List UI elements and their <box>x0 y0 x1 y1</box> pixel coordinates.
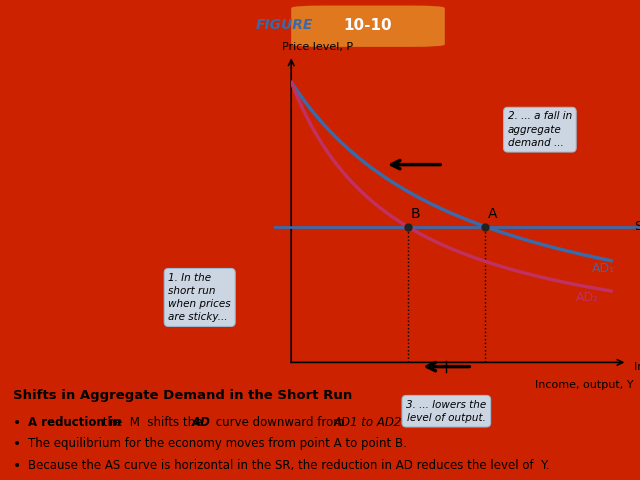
Text: Because the AS curve is horizontal in the SR, the reduction in AD reduces the le: Because the AS curve is horizontal in th… <box>28 459 550 472</box>
Text: •: • <box>13 437 21 452</box>
FancyBboxPatch shape <box>291 6 445 47</box>
Text: 10-10: 10-10 <box>344 18 392 33</box>
Text: AD₂: AD₂ <box>575 291 599 304</box>
Text: 10-4 Aggregate Supply: 10-4 Aggregate Supply <box>13 16 228 34</box>
Text: Shifts in Aggregate Demand in the Short Run: Shifts in Aggregate Demand in the Short … <box>13 389 352 402</box>
Text: A reduction in: A reduction in <box>28 416 122 429</box>
Text: AD₁: AD₁ <box>592 262 615 275</box>
Text: Price level, P: Price level, P <box>282 42 353 52</box>
Text: A: A <box>488 207 498 221</box>
Text: curve downward from: curve downward from <box>212 416 349 429</box>
Text: 1. In the
short run
when prices
are sticky...: 1. In the short run when prices are stic… <box>168 273 231 322</box>
Text: The equilibrium for the economy moves from point A to point B.: The equilibrium for the economy moves fr… <box>28 437 407 450</box>
Text: •: • <box>13 459 21 473</box>
Text: B: B <box>411 207 420 221</box>
Text: SRAS: SRAS <box>634 220 640 233</box>
Text: Income, output, Y: Income, output, Y <box>634 361 640 372</box>
Text: .: . <box>392 416 396 429</box>
Text: Income, output, Y: Income, output, Y <box>535 380 634 390</box>
Text: •: • <box>13 416 21 430</box>
Text: AD: AD <box>191 416 211 429</box>
Text: FIGURE: FIGURE <box>256 18 314 32</box>
Text: 2. ... a fall in
aggregate
demand ...: 2. ... a fall in aggregate demand ... <box>508 111 572 148</box>
Text: the  M  shifts the: the M shifts the <box>99 416 206 429</box>
Text: AD1 to AD2: AD1 to AD2 <box>334 416 402 429</box>
Text: 3. ... lowers the
level of output.: 3. ... lowers the level of output. <box>406 399 486 423</box>
